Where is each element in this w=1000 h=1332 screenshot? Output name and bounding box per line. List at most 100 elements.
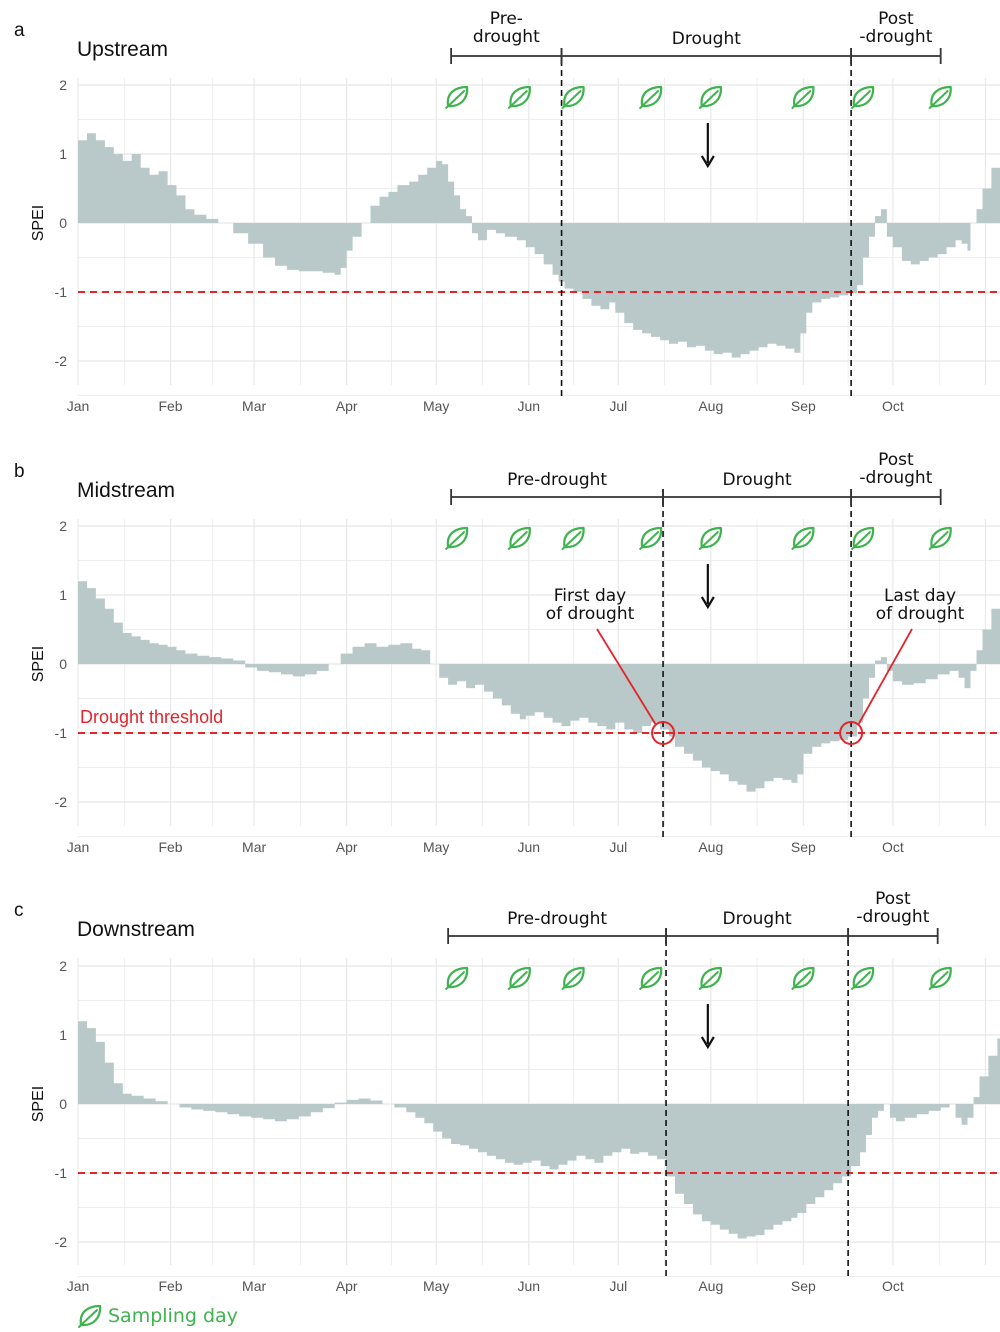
x-tick-label: Oct (882, 398, 904, 414)
leaf-vein (445, 90, 466, 109)
y-axis-title: SPEI (30, 646, 47, 682)
leaf-outline (640, 85, 663, 108)
phase-label-line: Post (875, 889, 911, 909)
leaf-vein (639, 531, 660, 550)
y-tick-label: 2 (59, 958, 67, 974)
leaf-vein (639, 90, 660, 109)
drought-threshold-label: Drought threshold (80, 707, 223, 727)
x-tick-label: Feb (158, 398, 182, 414)
y-tick-label: -1 (55, 284, 68, 300)
panel-upstream: a Upstream 2 1 0 -1 -2 SPEI Jan Feb Mar Apr May Jun Ju… (14, 9, 1000, 414)
annotation-label: First day of drought (546, 586, 635, 624)
phase-label: Pre-drought (507, 470, 607, 490)
leaf-icon (791, 526, 815, 550)
leaf-vein (851, 971, 872, 990)
leaf-outline (930, 966, 952, 989)
leaf-icon (698, 85, 722, 109)
leaf-vein (928, 90, 949, 109)
phase-bracket: Post -drought (847, 889, 939, 944)
phase-bracket: Pre-drought (450, 9, 563, 64)
y-tick-label: 0 (59, 656, 67, 672)
y-tick-label: 1 (59, 587, 67, 603)
annotation-leader (857, 628, 913, 726)
panel-title: Midstream (77, 479, 175, 502)
leaf-icon (445, 966, 469, 990)
x-tick-label: Jul (609, 1278, 627, 1294)
leaf-outline (509, 966, 531, 989)
leaf-outline (852, 966, 875, 989)
y-axis-title: SPEI (30, 1086, 47, 1122)
leaf-outline (700, 85, 722, 108)
x-tick-label: Feb (158, 1278, 182, 1294)
phase-label: Pre-drought (473, 9, 540, 47)
phase-label: Post -drought (859, 9, 932, 47)
leaf-outline (563, 85, 585, 108)
phase-bracket: Pre-drought (450, 470, 664, 505)
phase-label-line: Pre-drought (507, 470, 607, 490)
leaf-vein (698, 971, 719, 990)
leaf-icon (507, 966, 531, 990)
leaf-outline (79, 1304, 102, 1327)
y-tick-label: 1 (59, 146, 67, 162)
drought-day-annotation: Last day of drought (839, 586, 965, 745)
leaf-vein (445, 971, 466, 990)
panel-title: Downstream (77, 918, 195, 941)
leaf-icon (851, 526, 875, 550)
leaf-icon (507, 526, 531, 550)
panel-letter: a (14, 20, 25, 41)
y-tick-label: 2 (59, 518, 67, 534)
x-tick-label: Jul (609, 398, 627, 414)
leaf-outline (793, 526, 815, 549)
phase-label-line: -drought (856, 907, 929, 927)
phase-bracket: Drought (560, 29, 853, 64)
phase-label-line: Pre- (490, 9, 523, 29)
phase-label: Post -drought (859, 450, 932, 488)
leaf-vein (561, 90, 582, 109)
x-tick-label: Mar (242, 1278, 266, 1294)
leaf-vein (78, 1309, 98, 1328)
x-tick-label: May (423, 398, 449, 414)
panel-letter: c (14, 900, 24, 921)
x-tick-label: Sep (791, 1278, 816, 1294)
x-tick-label: Apr (336, 1278, 358, 1294)
leaf-outline (793, 966, 815, 989)
leaf-vein (507, 971, 528, 990)
x-tick-label: Jan (67, 839, 90, 855)
leaf-icon (851, 85, 875, 109)
leaf-outline (509, 85, 531, 108)
y-tick-label: 0 (59, 1096, 67, 1112)
leaf-outline (640, 526, 663, 549)
leaf-vein (698, 90, 719, 109)
arrow-down-icon (700, 123, 715, 169)
x-tick-label: Jan (67, 398, 90, 414)
leaf-outline (563, 966, 585, 989)
leaf-icon (507, 85, 531, 109)
phase-label: Drought (723, 470, 792, 490)
phase-label: Drought (672, 29, 741, 49)
x-tick-label: Mar (242, 839, 266, 855)
panel-letter: b (14, 461, 25, 482)
leaf-icon (928, 966, 952, 990)
x-tick-label: Sep (791, 839, 816, 855)
phase-bracket: Pre-drought (447, 909, 667, 944)
annotation-label-line: First day (554, 586, 626, 606)
leaf-icon (78, 1304, 102, 1328)
arrow-head (700, 596, 715, 610)
phase-bracket: Post -drought (850, 9, 942, 64)
x-tick-label: Oct (882, 839, 904, 855)
phase-label-line: -drought (859, 27, 932, 47)
spei-area (78, 581, 1000, 792)
x-tick-label: Oct (882, 1278, 904, 1294)
leaf-outline (640, 966, 663, 989)
phase-label: Pre-drought (507, 909, 607, 929)
leaf-vein (445, 531, 466, 550)
leaf-icon (928, 526, 952, 550)
leaf-outline (930, 85, 952, 108)
leaf-vein (928, 531, 949, 550)
phase-label-line: -drought (859, 468, 932, 488)
leaf-icon (445, 526, 469, 550)
y-tick-label: -1 (55, 1165, 68, 1181)
y-tick-label: -1 (55, 725, 68, 741)
leaf-vein (561, 531, 582, 550)
